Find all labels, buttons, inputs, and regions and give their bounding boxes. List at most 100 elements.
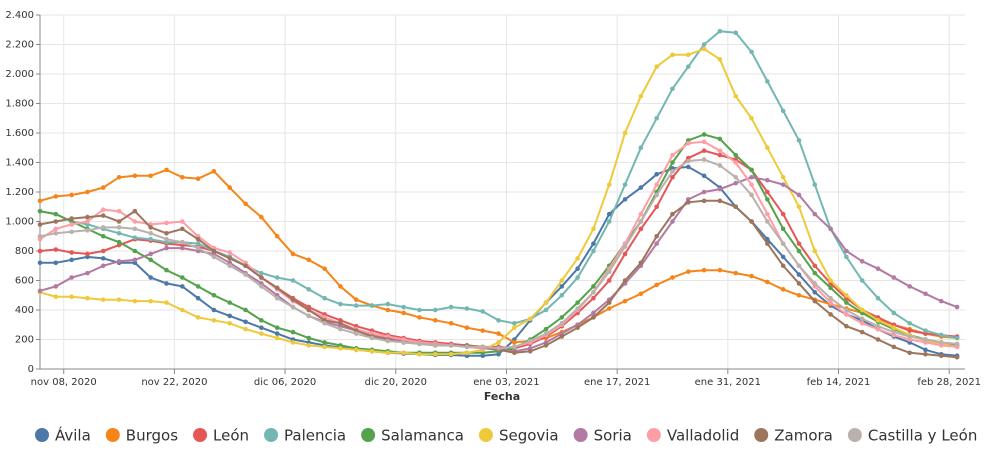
data-point bbox=[259, 270, 264, 276]
data-point bbox=[765, 211, 770, 217]
data-point bbox=[622, 278, 628, 283]
x-tick-label: ene 03, 2021 bbox=[473, 377, 539, 388]
data-point bbox=[844, 292, 849, 298]
x-tick-label: dic 20, 2020 bbox=[365, 377, 427, 388]
y-tick-label: 800 bbox=[15, 246, 34, 257]
data-point bbox=[306, 287, 312, 292]
data-point bbox=[638, 93, 644, 99]
data-point bbox=[717, 152, 723, 158]
data-point bbox=[369, 303, 375, 308]
data-point bbox=[195, 176, 201, 182]
data-point bbox=[274, 285, 280, 291]
data-point bbox=[701, 157, 707, 162]
data-point bbox=[322, 344, 327, 350]
data-point bbox=[227, 256, 233, 261]
data-point bbox=[85, 219, 90, 224]
data-point bbox=[606, 219, 612, 224]
data-point bbox=[37, 208, 43, 214]
data-point bbox=[654, 241, 659, 246]
data-point bbox=[353, 303, 359, 308]
data-point bbox=[638, 226, 644, 232]
data-point bbox=[812, 211, 818, 217]
data-point bbox=[69, 222, 74, 227]
data-point bbox=[606, 306, 612, 311]
data-point bbox=[780, 226, 786, 232]
legend-marker bbox=[264, 428, 279, 442]
data-point bbox=[606, 278, 612, 283]
data-point bbox=[828, 278, 833, 283]
data-point bbox=[685, 200, 691, 205]
data-point bbox=[796, 292, 802, 298]
data-point bbox=[338, 320, 343, 326]
data-point bbox=[780, 263, 786, 269]
data-point bbox=[116, 225, 122, 230]
data-point bbox=[37, 248, 43, 254]
data-point bbox=[622, 130, 628, 136]
data-point bbox=[606, 300, 612, 305]
data-point bbox=[132, 298, 138, 304]
data-point bbox=[385, 307, 391, 313]
data-point bbox=[164, 236, 169, 242]
data-point bbox=[132, 235, 138, 241]
data-point bbox=[923, 291, 928, 297]
data-point bbox=[401, 350, 406, 356]
data-point bbox=[812, 263, 818, 269]
data-point bbox=[211, 248, 217, 254]
data-point bbox=[53, 260, 59, 266]
data-point bbox=[875, 323, 881, 329]
data-point bbox=[670, 211, 675, 217]
data-point bbox=[891, 329, 897, 335]
data-point bbox=[591, 284, 596, 289]
data-point bbox=[338, 301, 343, 307]
data-point bbox=[195, 241, 201, 246]
data-point bbox=[243, 201, 248, 207]
data-point bbox=[812, 290, 818, 295]
data-point bbox=[353, 297, 359, 302]
data-point bbox=[638, 211, 644, 217]
data-point bbox=[432, 307, 438, 313]
data-point bbox=[685, 269, 691, 274]
data-point bbox=[907, 350, 912, 356]
data-point bbox=[448, 320, 454, 326]
data-point bbox=[907, 284, 912, 289]
data-point bbox=[954, 335, 960, 341]
data-point bbox=[733, 204, 739, 210]
data-point bbox=[923, 328, 928, 333]
data-point bbox=[132, 226, 138, 232]
y-tick-label: 600 bbox=[15, 276, 34, 287]
data-point bbox=[828, 295, 833, 301]
series-line bbox=[39, 176, 958, 353]
data-point bbox=[164, 167, 169, 173]
data-point bbox=[638, 219, 644, 224]
data-point bbox=[338, 326, 343, 332]
data-point bbox=[132, 248, 138, 254]
data-point bbox=[100, 207, 106, 212]
data-point bbox=[306, 257, 312, 263]
data-point bbox=[496, 346, 501, 351]
data-point bbox=[195, 284, 201, 289]
data-point bbox=[733, 174, 739, 180]
data-point bbox=[591, 315, 596, 320]
data-point bbox=[69, 257, 74, 263]
data-point bbox=[907, 328, 912, 333]
data-point bbox=[938, 340, 944, 345]
data-point bbox=[243, 272, 248, 277]
data-point bbox=[432, 351, 438, 357]
data-point bbox=[559, 278, 565, 283]
data-point bbox=[796, 204, 802, 210]
legend: Ávila Burgos León Palencia Salamanca Segovia S… bbox=[35, 426, 977, 445]
data-point bbox=[828, 300, 833, 305]
data-point bbox=[891, 325, 897, 331]
data-point bbox=[417, 307, 422, 313]
data-point bbox=[85, 295, 90, 301]
data-point bbox=[717, 198, 723, 204]
data-point bbox=[496, 340, 501, 345]
data-point bbox=[844, 248, 849, 254]
data-point bbox=[654, 192, 659, 198]
data-point bbox=[527, 349, 533, 354]
data-point bbox=[891, 310, 897, 316]
data-point bbox=[306, 307, 312, 313]
data-point bbox=[274, 325, 280, 331]
data-point bbox=[591, 290, 596, 295]
